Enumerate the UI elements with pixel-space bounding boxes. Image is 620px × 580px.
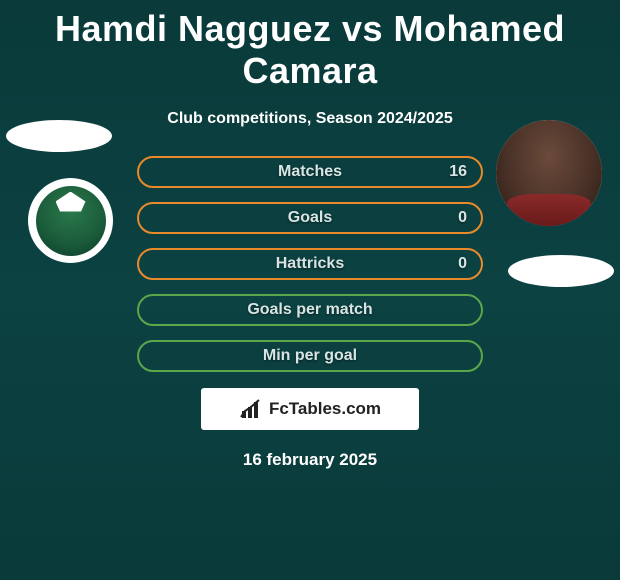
bar-chart-icon bbox=[239, 397, 263, 421]
player-face-graphic bbox=[496, 120, 602, 226]
player-left-avatar bbox=[6, 120, 112, 152]
branding-badge: FcTables.com bbox=[201, 388, 419, 430]
club-badge-graphic bbox=[36, 186, 106, 256]
stat-right-value: 0 bbox=[458, 255, 467, 273]
club-left-badge bbox=[28, 178, 113, 263]
stat-row-goals-per-match: Goals per match bbox=[137, 294, 483, 326]
stat-right-value: 0 bbox=[458, 209, 467, 227]
stat-label: Matches bbox=[278, 163, 342, 181]
comparison-date: 16 february 2025 bbox=[0, 450, 620, 470]
stat-label: Hattricks bbox=[276, 255, 344, 273]
club-right-badge bbox=[508, 255, 614, 287]
stat-row-hattricks: Hattricks 0 bbox=[137, 248, 483, 280]
stats-container: Matches 16 Goals 0 Hattricks 0 Goals per… bbox=[137, 156, 483, 372]
branding-text: FcTables.com bbox=[269, 399, 381, 419]
stat-row-goals: Goals 0 bbox=[137, 202, 483, 234]
stat-label: Goals bbox=[288, 209, 332, 227]
stat-label: Min per goal bbox=[263, 347, 357, 365]
stat-label: Goals per match bbox=[247, 301, 372, 319]
player-right-avatar bbox=[496, 120, 602, 226]
comparison-title: Hamdi Nagguez vs Mohamed Camara bbox=[0, 0, 620, 92]
stat-row-matches: Matches 16 bbox=[137, 156, 483, 188]
stat-right-value: 16 bbox=[449, 163, 467, 181]
stat-row-min-per-goal: Min per goal bbox=[137, 340, 483, 372]
